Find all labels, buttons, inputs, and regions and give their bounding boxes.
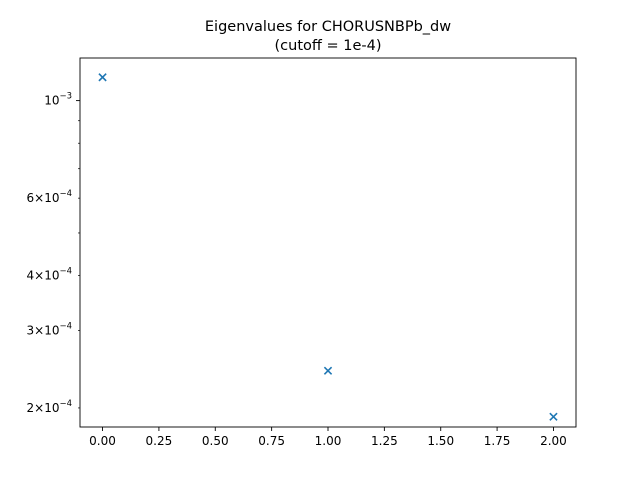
x-tick-label: 0.00 — [89, 434, 116, 448]
x-tick-label: 0.75 — [258, 434, 285, 448]
x-tick-label: 0.25 — [146, 434, 173, 448]
x-tick-label: 1.00 — [315, 434, 342, 448]
marker-stroke — [549, 412, 558, 421]
x-axis-ticks: 0.00 0.25 0.50 0.75 1.00 1.25 1.50 1.75 2.00 — [89, 427, 567, 448]
x-tick-label: 1.50 — [427, 434, 454, 448]
data-point-marker — [323, 366, 333, 375]
x-tick-label: 1.25 — [371, 434, 398, 448]
x-tick-label: 1.75 — [484, 434, 511, 448]
plot-area-frame — [79, 57, 577, 428]
marker-stroke — [323, 366, 333, 375]
data-point-marker — [98, 73, 107, 82]
chart-title: Eigenvalues for CHORUSNBPb_dw — [205, 19, 451, 35]
x-tick-label: 2.00 — [540, 434, 567, 448]
data-point-marker — [549, 412, 558, 421]
data-series — [98, 73, 558, 421]
marker-stroke — [98, 73, 107, 82]
x-tick-label: 0.50 — [202, 434, 229, 448]
chart-subtitle: (cutoff = 1e-4) — [275, 38, 382, 54]
